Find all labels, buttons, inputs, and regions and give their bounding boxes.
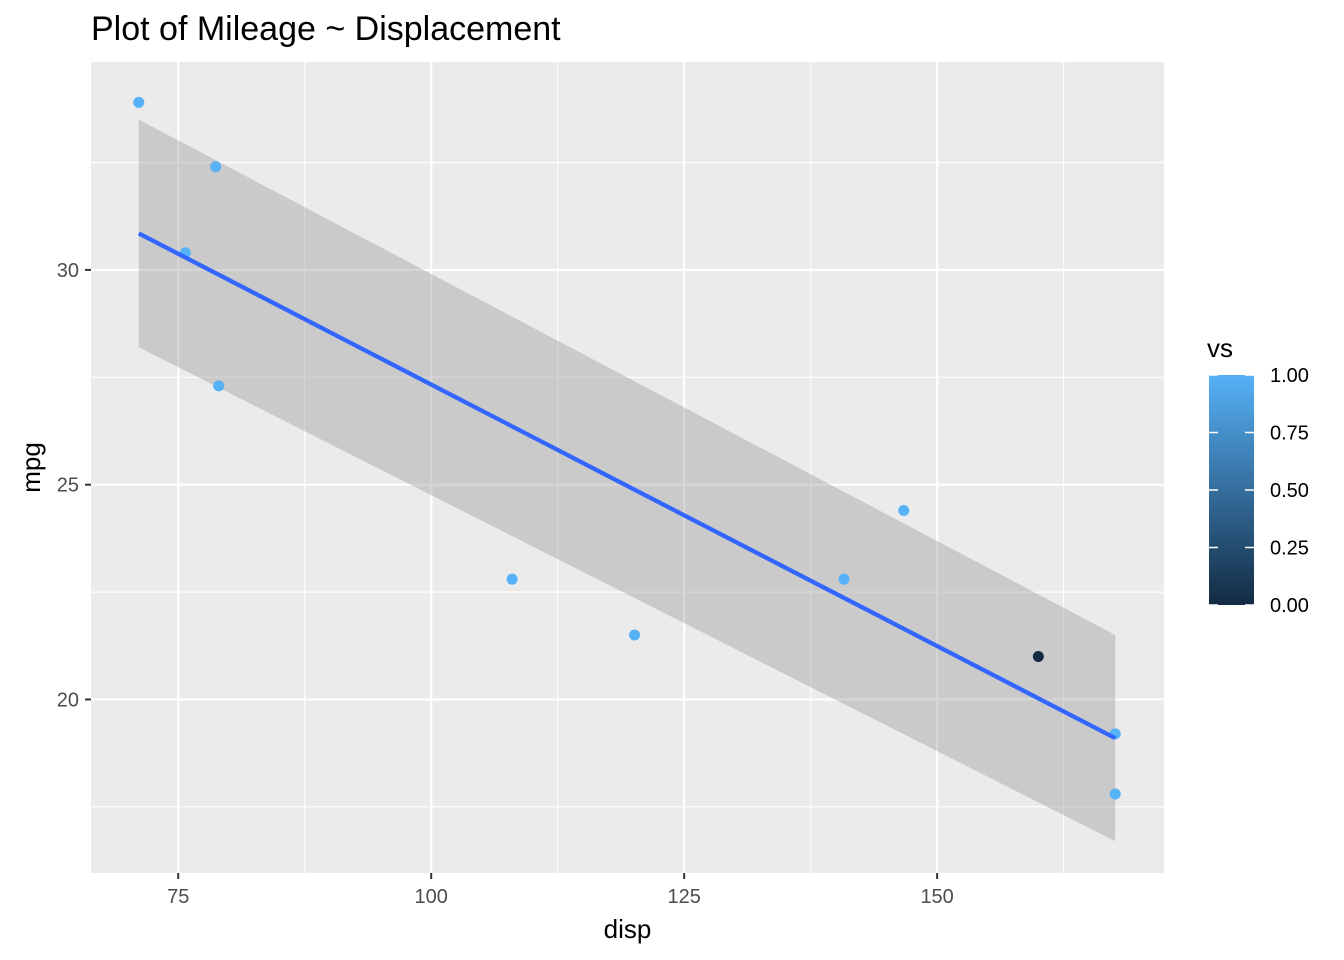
legend-break-label: 0.25: [1270, 538, 1309, 560]
legend-title: vs: [1207, 333, 1233, 363]
data-point: [1032, 651, 1044, 663]
plot-panel: [91, 62, 1164, 873]
x-axis-ticks: 75 100 125 150: [167, 873, 954, 908]
x-axis-title: disp: [604, 914, 652, 944]
data-point: [210, 161, 222, 173]
x-tick-label: 100: [415, 886, 448, 908]
y-axis-title: mpg: [16, 442, 46, 493]
data-point: [1109, 788, 1121, 800]
confidence-band-group: [138, 119, 1116, 842]
color-legend: vs 1.00 0.75 0.50 0.25 0.00: [1207, 333, 1309, 617]
minor-gridlines: [91, 62, 1164, 873]
regression-line: [137, 231, 1117, 741]
legend-break-label: 0.50: [1270, 480, 1309, 502]
data-point: [838, 573, 850, 585]
data-point: [898, 504, 910, 516]
confidence-band: [138, 119, 1116, 842]
legend-break-label: 0.75: [1270, 423, 1309, 445]
y-axis-ticks: 20 25 30: [57, 260, 91, 711]
data-point: [629, 629, 641, 641]
data-point: [506, 573, 518, 585]
data-point: [133, 96, 145, 108]
data-point: [213, 380, 225, 392]
legend-break-label: 1.00: [1270, 365, 1309, 387]
legend-ticks: 1.00 0.75 0.50 0.25 0.00: [1209, 365, 1309, 617]
y-tick-label: 25: [57, 475, 79, 497]
x-tick-label: 125: [667, 886, 700, 908]
regression-line-group: [137, 231, 1117, 741]
y-tick-label: 20: [57, 689, 79, 711]
y-tick-label: 30: [57, 260, 79, 282]
legend-break-label: 0.00: [1270, 595, 1309, 617]
x-tick-label: 150: [920, 886, 953, 908]
x-tick-label: 75: [167, 886, 189, 908]
chart-title: Plot of Mileage ~ Displacement: [91, 10, 561, 48]
